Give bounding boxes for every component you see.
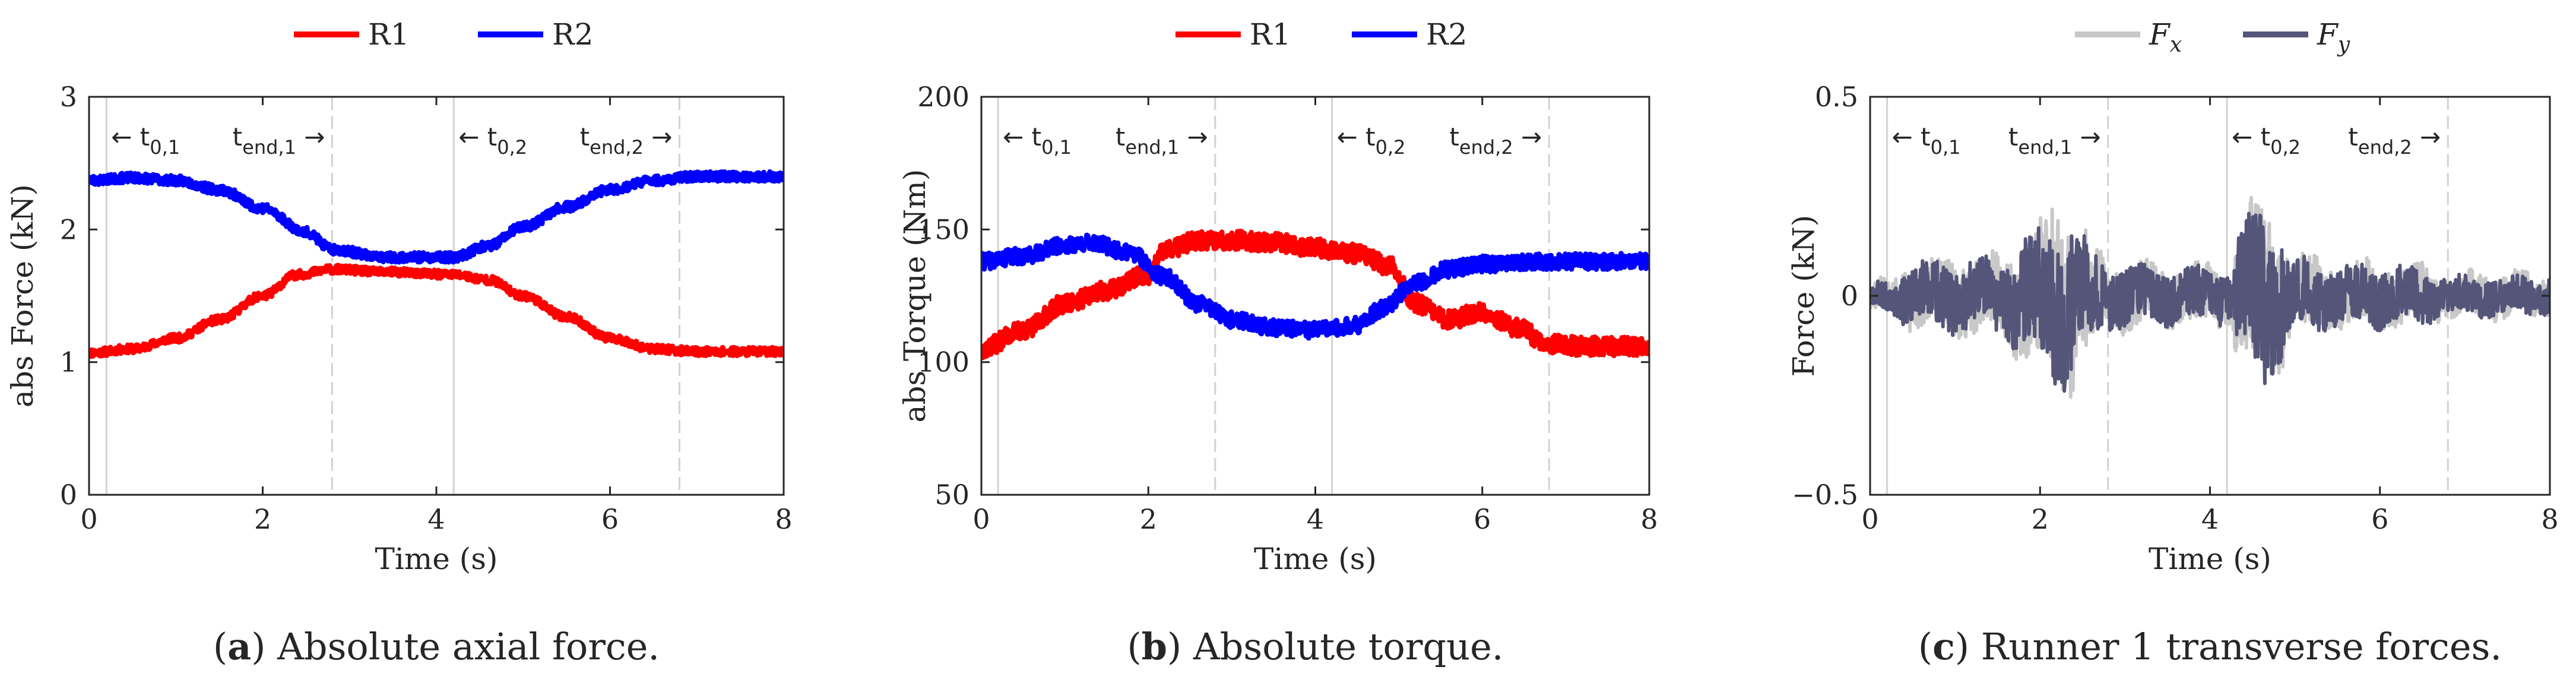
series-line-r1 [981, 229, 1649, 361]
legend-label: Fx [2149, 17, 2182, 57]
event-label: tend,2 → [1449, 122, 1542, 159]
legend-label: R1 [1250, 17, 1291, 52]
x-axis-label: Time (s) [2149, 542, 2271, 576]
x-tick-label: 4 [2201, 503, 2219, 535]
y-tick-label: 0 [1841, 280, 1858, 312]
y-tick-label: 50 [934, 479, 969, 511]
y-axis-label: abs Force (kN) [5, 184, 40, 407]
y-axis-label: abs Torque (Nm) [898, 169, 932, 423]
y-tick-label: 100 [917, 346, 969, 378]
x-tick-label: 4 [1307, 503, 1324, 535]
x-tick-label: 8 [775, 503, 792, 535]
panel-caption: (c) Runner 1 transverse forces. [1918, 625, 2502, 668]
series-line-r1 [89, 263, 784, 359]
x-tick-label: 0 [1861, 503, 1878, 535]
x-tick-label: 2 [254, 503, 271, 535]
x-tick-label: 6 [2371, 503, 2388, 535]
x-tick-label: 8 [2541, 503, 2558, 535]
event-label: tend,1 → [1116, 122, 1208, 159]
y-tick-label: 0.5 [1815, 81, 1858, 113]
y-tick-label: 1 [60, 346, 77, 378]
y-tick-label: −0.5 [1792, 479, 1858, 511]
y-tick-label: 200 [917, 81, 969, 113]
y-tick-label: 0 [60, 479, 77, 511]
x-tick-label: 0 [972, 503, 990, 535]
legend-label: R1 [368, 17, 409, 52]
event-label: tend,2 → [580, 122, 673, 159]
event-label: tend,1 → [2008, 122, 2101, 159]
event-label: ← t0,1 [1003, 122, 1072, 159]
legend-label: Fy [2317, 17, 2350, 57]
legend-label: R2 [552, 17, 593, 52]
series-line-r2 [981, 232, 1649, 341]
event-label: ← t0,1 [111, 122, 180, 159]
x-tick-label: 8 [1640, 503, 1658, 535]
panel-caption: (b) Absolute torque. [1127, 625, 1503, 668]
x-axis-label: Time (s) [1254, 542, 1377, 576]
event-label: tend,2 → [2348, 122, 2441, 159]
event-label: ← t0,2 [458, 122, 527, 159]
legend-label: R2 [1426, 17, 1467, 52]
event-label: ← t0,2 [2232, 122, 2301, 159]
x-tick-label: 6 [1474, 503, 1491, 535]
series-line-fy [1870, 211, 2550, 393]
x-tick-label: 4 [427, 503, 445, 535]
x-tick-label: 6 [601, 503, 619, 535]
x-tick-label: 2 [1140, 503, 1157, 535]
panel-caption: (a) Absolute axial force. [213, 625, 660, 668]
y-tick-label: 3 [60, 81, 77, 113]
y-axis-label: Force (kN) [1786, 215, 1821, 377]
y-tick-label: 2 [60, 213, 77, 245]
y-tick-label: 150 [917, 213, 969, 245]
x-tick-label: 2 [2032, 503, 2049, 535]
event-label: tend,1 → [233, 122, 325, 159]
x-tick-label: 0 [80, 503, 97, 535]
event-label: ← t0,2 [1337, 122, 1406, 159]
event-label: ← t0,1 [1892, 122, 1961, 159]
chart-panel-a: 0 2 4 6 8 0 1 2 3 Time (s) abs Force (kN) ← t0,1 ten… [5, 17, 793, 668]
series-line-r2 [89, 169, 784, 265]
chart-panel-b: 0 2 4 6 8 50 100 150 200 Time (s) abs Torque (Nm) ←… [898, 17, 1658, 668]
x-axis-label: Time (s) [375, 542, 498, 576]
